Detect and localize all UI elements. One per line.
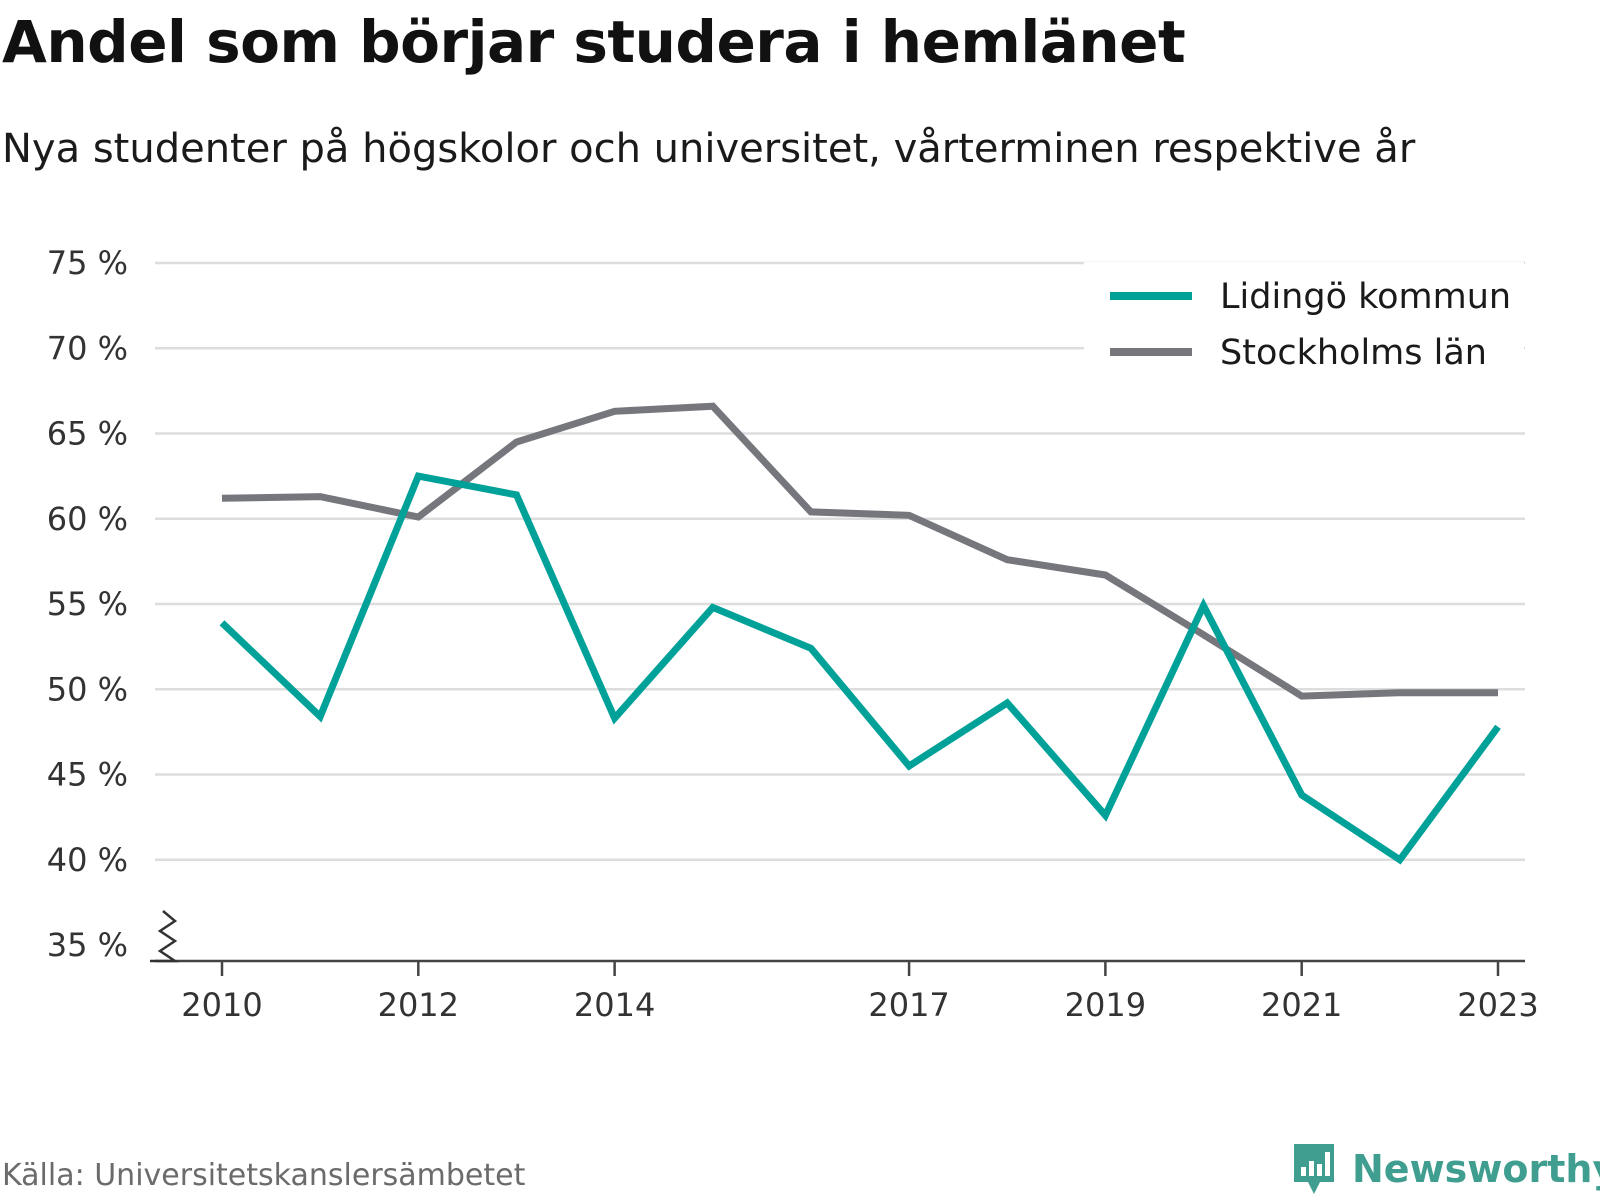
x-tick-label: 2023 — [1457, 986, 1538, 1024]
newsworthy-logo-icon — [1294, 1144, 1334, 1194]
series-line-stockholms-län — [221, 402, 1498, 700]
legend-label: Lidingö kommun — [1220, 277, 1511, 317]
y-tick-label: 75 % — [47, 244, 128, 282]
x-tick-label: 2010 — [181, 986, 262, 1024]
y-tick-label: 35 % — [47, 926, 128, 964]
y-tick-label: 70 % — [47, 329, 128, 367]
source-note: Källa: Universitetskanslersämbetet — [2, 1158, 526, 1193]
legend-label: Stockholms län — [1220, 333, 1487, 373]
x-tick-label: 2014 — [574, 986, 655, 1024]
brand-name: Newsworthy — [1352, 1147, 1600, 1191]
y-tick-label: 65 % — [47, 415, 128, 453]
brand-logo: Newsworthy — [1290, 1140, 1600, 1198]
y-tick-label: 55 % — [47, 585, 128, 623]
x-tick-label: 2019 — [1065, 986, 1146, 1024]
legend-background — [1084, 262, 1524, 392]
x-axis-tick-labels: 2010 2012 2014 2017 2019 2021 2023 — [181, 961, 1539, 1024]
axes — [150, 910, 1525, 963]
y-axis-break-icon — [150, 910, 180, 963]
legend: Lidingö kommun Stockholms län — [1084, 262, 1524, 392]
chart-subtitle: Nya studenter på högskolor och universit… — [2, 126, 1416, 172]
y-axis-tick-labels: 35 % 40 % 45 % 50 % 55 % 60 % 65 % 70 % 75 % — [47, 244, 128, 964]
x-tick-label: 2012 — [378, 986, 459, 1024]
series-lines — [219, 402, 1501, 865]
series-line-lidingö-kommun — [219, 472, 1501, 865]
y-tick-label: 60 % — [47, 500, 128, 538]
y-tick-label: 45 % — [47, 756, 128, 794]
line-chart: 35 % 40 % 45 % 50 % 55 % 60 % 65 % 70 % 75 % 201… — [47, 244, 1539, 1024]
x-tick-label: 2017 — [868, 986, 949, 1024]
chart-title: Andel som börjar studera i hemlänet — [2, 8, 1186, 76]
y-tick-label: 40 % — [47, 841, 128, 879]
x-tick-label: 2021 — [1261, 986, 1342, 1024]
y-tick-label: 50 % — [47, 670, 128, 708]
